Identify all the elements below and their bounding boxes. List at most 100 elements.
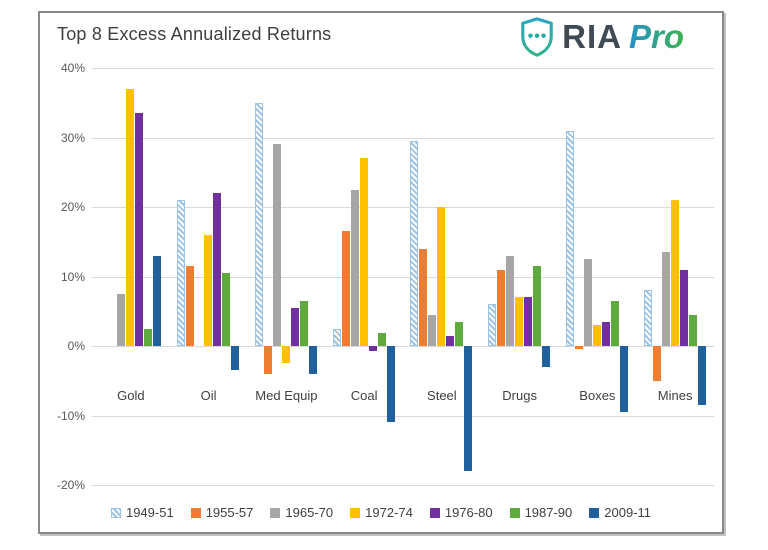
category-label: Med Equip: [255, 388, 318, 403]
bar-1987-90-boxes: [610, 300, 619, 346]
bar-1949-51-boxes: [565, 130, 574, 346]
bar-group-gold: Gold: [92, 68, 170, 485]
ria-pro-logo: RIA Pro: [519, 17, 688, 57]
bar-1955-57-steel: [419, 248, 428, 346]
bar-1949-51-coal: [332, 328, 341, 346]
bar-1976-80-med-equip: [290, 307, 299, 346]
bar-1987-90-med-equip: [299, 300, 308, 346]
bar-1976-80-boxes: [601, 321, 610, 346]
y-axis-tick-label: 20%: [60, 200, 85, 214]
logo-brand-text: RIA: [562, 18, 622, 55]
legend-item-1976-80: 1976-80: [429, 505, 493, 520]
bar-1976-80-drugs: [524, 297, 533, 346]
legend-swatch: [190, 507, 201, 518]
logo-suffix-text: Pro: [629, 18, 688, 56]
bar-group-coal: Coal: [325, 68, 403, 485]
bar-1972-74-oil: [204, 234, 213, 346]
bar-2009-11-mines: [697, 346, 706, 406]
legend-swatch: [429, 507, 440, 518]
bar-1955-57-drugs: [497, 269, 506, 346]
bar-1987-90-oil: [222, 273, 231, 346]
legend-swatch: [589, 507, 600, 518]
bar-1987-90-drugs: [533, 266, 542, 346]
bar-group-drugs: Drugs: [481, 68, 559, 485]
legend-swatch: [350, 507, 361, 518]
bar-1955-57-med-equip: [263, 346, 272, 374]
bar-1949-51-oil: [177, 200, 186, 346]
bar-1949-51-drugs: [488, 304, 497, 346]
y-axis-tick-label: -10%: [56, 408, 85, 423]
bar-2009-11-steel: [464, 346, 473, 472]
bar-2009-11-coal: [386, 346, 395, 423]
gridline: 30%: [61, 131, 714, 145]
shield-chat-icon: [521, 17, 553, 57]
y-axis-tick-label: -20%: [56, 478, 85, 492]
bar-1972-74-med-equip: [281, 346, 290, 364]
bar-1955-57-boxes: [574, 346, 583, 350]
legend-swatch: [270, 507, 281, 518]
gridline: 40%: [61, 61, 714, 75]
legend-swatch: [509, 507, 520, 518]
bar-1965-70-coal: [350, 189, 359, 346]
bar-1965-70-steel: [428, 314, 437, 346]
bar-1976-80-mines: [679, 269, 688, 346]
bar-group-boxes: Boxes: [559, 68, 637, 485]
bar-1972-74-mines: [670, 200, 679, 346]
legend-item-2009-11: 2009-11: [589, 505, 651, 520]
category-label: Drugs: [502, 388, 537, 403]
y-axis-tick-label: 0%: [67, 339, 85, 353]
bar-1972-74-drugs: [515, 297, 524, 346]
category-label: Oil: [200, 388, 217, 403]
chart-frame: Top 8 Excess Annualized Returns RIA Pro 4…: [38, 11, 724, 534]
gridline: -20%: [57, 478, 714, 492]
chart-title: Top 8 Excess Annualized Returns: [57, 24, 332, 44]
bar-group-oil: Oil: [170, 68, 248, 485]
bar-1965-70-gold: [117, 293, 126, 346]
legend-item-1965-70: 1965-70: [270, 505, 333, 520]
bar-1949-51-mines: [643, 290, 652, 346]
bar-1976-80-oil: [213, 193, 222, 346]
bar-1955-57-coal: [341, 231, 350, 346]
plot-area: 40% 30% 20% 10% 0% -10% -20% Gold Oil Med Equip Co…: [57, 61, 714, 492]
bar-2009-11-oil: [231, 346, 240, 371]
bar-group-mines: Mines: [636, 68, 714, 485]
legend-label: 1949-51: [125, 505, 174, 520]
gridline: 10%: [61, 270, 714, 284]
legend-label: 1987-90: [524, 505, 573, 520]
legend-item-1955-57: 1955-57: [190, 505, 254, 520]
bar-1965-70-med-equip: [272, 144, 281, 346]
category-label: Mines: [657, 388, 693, 403]
category-label: Steel: [427, 388, 457, 403]
legend-label: 2009-11: [604, 505, 652, 520]
bar-1955-57-oil: [186, 266, 195, 346]
bar-group-steel: Steel: [403, 68, 481, 485]
bar-2009-11-gold: [153, 255, 162, 346]
bar-1965-70-drugs: [506, 255, 515, 346]
bar-1976-80-gold: [135, 113, 144, 346]
bar-2009-11-med-equip: [308, 346, 317, 374]
y-axis-tick-label: 40%: [60, 61, 85, 75]
legend-swatch: [110, 507, 121, 518]
bar-1965-70-mines: [661, 252, 670, 346]
bar-1976-80-steel: [446, 335, 455, 346]
bar-1987-90-mines: [688, 314, 697, 346]
y-axis-tick-label: 10%: [60, 269, 85, 284]
gridline: -10%: [57, 409, 714, 423]
legend-item-1987-90: 1987-90: [509, 505, 573, 520]
bar-1972-74-coal: [359, 158, 368, 346]
category-label: Boxes: [579, 388, 616, 403]
bar-1949-51-med-equip: [254, 102, 263, 346]
bar-1972-74-gold: [126, 88, 135, 346]
bar-1949-51-steel: [410, 140, 419, 346]
gridline: 20%: [61, 200, 714, 214]
category-label: Coal: [350, 388, 378, 403]
bar-1972-74-steel: [437, 207, 446, 346]
category-label: Gold: [117, 388, 145, 403]
bar-1955-57-mines: [652, 346, 661, 381]
legend-label: 1955-57: [205, 505, 254, 520]
bar-1976-80-coal: [368, 346, 377, 351]
legend-label: 1972-74: [365, 505, 413, 520]
y-axis-tick-label: 30%: [60, 130, 85, 145]
bar-2009-11-boxes: [619, 346, 628, 413]
bar-group-med-equip: Med Equip: [248, 68, 326, 485]
